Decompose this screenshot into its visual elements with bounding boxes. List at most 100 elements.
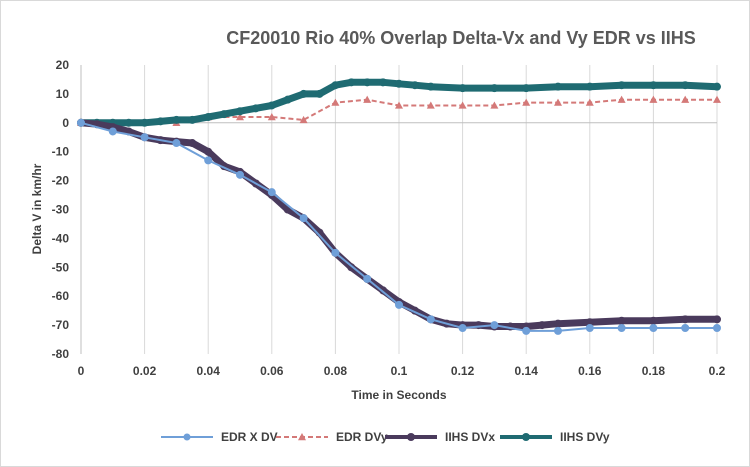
edr-x-dv-point	[267, 188, 276, 197]
legend-label: IIHS DVy	[560, 430, 610, 444]
x-tick-label: 0.04	[197, 364, 221, 378]
x-axis-title: Time in Seconds	[351, 388, 446, 402]
edr-x-dv-point	[713, 323, 721, 332]
edr-dvy-point	[395, 101, 403, 109]
iihs-dvy-point	[379, 78, 388, 87]
iihs-dvy-point	[188, 115, 197, 124]
y-tick-label: -20	[52, 174, 70, 188]
y-tick-label: -40	[52, 231, 70, 245]
y-tick-label: 20	[56, 58, 70, 72]
legend: EDR X DV EDR DVy IIHS DVx IIHS DVy	[161, 430, 610, 444]
x-tick-label: 0.02	[133, 364, 157, 378]
edr-x-dv-point	[585, 323, 594, 332]
edr-dvy-point	[299, 115, 308, 124]
x-tick-label: 0.06	[260, 364, 284, 378]
edr-x-dv-point	[331, 248, 340, 257]
x-tick-label: 0.2	[709, 364, 726, 378]
x-tick-label: 0.12	[451, 364, 475, 378]
legend-item-iihs-dvy: IIHS DVy	[500, 430, 610, 444]
edr-x-dv-point	[299, 214, 308, 223]
edr-dvy-point	[426, 101, 435, 109]
axis-layer: 0 0.02 0.04 0.06 0.08 0.1 0.12 0.14 0.16 0.18 0.2 2…	[52, 58, 726, 378]
iihs-dvx-point	[649, 316, 658, 325]
iihs-dvx-point	[538, 321, 547, 330]
iihs-dvy-point	[617, 81, 626, 90]
legend-swatch-marker	[183, 433, 191, 441]
edr-dvy-point	[554, 98, 562, 106]
edr-x-dv-point	[649, 323, 658, 332]
x-tick-label: 0.16	[578, 364, 602, 378]
iihs-dvy-point	[172, 115, 181, 124]
iihs-dvy-point	[426, 82, 435, 91]
iihs-dvy-point	[220, 110, 229, 119]
x-tick-label: 0.1	[391, 364, 408, 378]
iihs-dvy-point	[283, 95, 292, 104]
iihs-dvy-point	[681, 81, 690, 90]
iihs-dvy-point	[331, 81, 340, 90]
iihs-dvy-point	[124, 118, 133, 127]
iihs-dvx-point	[554, 319, 562, 328]
edr-x-dv-point	[458, 323, 467, 332]
x-tick-label: 0.08	[324, 364, 348, 378]
edr-dvy-point	[522, 98, 531, 106]
edr-x-dv-point	[426, 315, 435, 324]
iihs-dvy-point	[140, 118, 149, 127]
edr-dvy-point	[331, 98, 340, 106]
edr-x-dv-point	[172, 139, 181, 148]
edr-x-dv-point	[395, 300, 403, 309]
x-tick-label: 0.14	[515, 364, 539, 378]
y-tick-label: -60	[52, 289, 70, 303]
y-tick-label: -30	[52, 203, 70, 217]
legend-swatch-marker	[407, 433, 415, 441]
y-tick-label: -50	[52, 260, 70, 274]
edr-dvy-point	[617, 95, 626, 103]
iihs-dvy-point	[458, 84, 467, 93]
edr-x-dv-point	[140, 133, 149, 142]
y-tick-label: 0	[62, 116, 69, 130]
legend-item-edr-dvy: EDR DVy	[276, 430, 388, 444]
iihs-dvy-point	[490, 84, 499, 93]
iihs-dvy-point	[410, 81, 419, 90]
edr-x-dv-series	[77, 118, 721, 335]
iihs-dvx-point	[585, 318, 594, 327]
edr-x-dv-point	[554, 326, 562, 335]
edr-x-dv-point	[236, 170, 244, 179]
legend-label: IIHS DVx	[445, 430, 495, 444]
iihs-dvx-point	[617, 316, 626, 325]
iihs-dvx-point	[713, 315, 721, 324]
edr-dvy-point	[236, 113, 244, 121]
iihs-dvy-point	[204, 113, 213, 122]
legend-swatch-marker	[522, 433, 530, 441]
y-tick-label: -70	[52, 318, 70, 332]
iihs-dvx-point	[681, 315, 690, 324]
iihs-dvy-point	[347, 78, 356, 87]
edr-dvy-point	[713, 95, 721, 103]
iihs-dvx-point	[188, 139, 197, 148]
edr-x-dv-point	[617, 323, 626, 332]
chart-title: CF20010 Rio 40% Overlap Delta-Vx and Vy …	[226, 28, 696, 48]
series-layer	[77, 78, 721, 335]
iihs-dvx-point	[474, 321, 483, 330]
edr-x-dv-point	[363, 274, 372, 283]
legend-item-iihs-dvx: IIHS DVx	[385, 430, 495, 444]
iihs-dvy-point	[251, 104, 260, 113]
iihs-dvy-point	[395, 79, 403, 88]
iihs-dvy-point	[236, 107, 244, 116]
x-tick-label: 0.18	[642, 364, 666, 378]
edr-x-dv-point	[490, 321, 499, 330]
y-axis-title: Delta V in km/hr	[30, 163, 44, 254]
edr-x-dv-point	[108, 127, 117, 136]
edr-dvy-point	[458, 101, 467, 109]
iihs-dvy-point	[649, 81, 658, 90]
y-tick-label: -10	[52, 145, 70, 159]
edr-x-dv-point	[204, 156, 213, 165]
iihs-dvx-point	[204, 147, 213, 156]
iihs-dvy-point	[554, 82, 562, 91]
iihs-dvy-point	[156, 117, 165, 126]
iihs-dvy-point	[585, 82, 594, 91]
y-tick-label: -80	[52, 347, 70, 361]
edr-dvy-point	[585, 98, 594, 106]
iihs-dvy-point	[363, 78, 372, 87]
